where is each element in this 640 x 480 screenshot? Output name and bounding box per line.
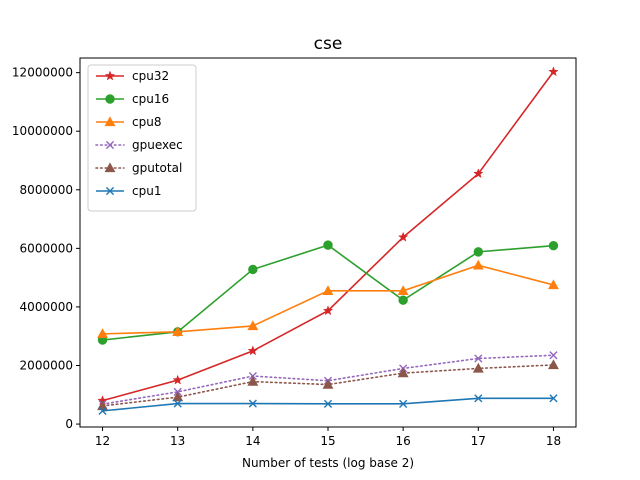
data-point-cpu1: [323, 399, 333, 408]
legend-entry-cpu1: cpu1: [96, 184, 161, 198]
y-tick-label: 2000000: [20, 359, 73, 373]
data-point-cpu1: [98, 406, 107, 415]
legend-entry-cpu32: cpu32: [96, 69, 169, 83]
data-point-gputotal: [472, 362, 484, 373]
data-point-cpu16: [323, 240, 333, 250]
y-tick-label: 4000000: [20, 300, 73, 314]
data-point-cpu8: [172, 326, 184, 337]
chart-title: cse: [314, 34, 343, 54]
data-point-cpu16: [548, 241, 559, 251]
legend: cpu32 cpu16 cpu8 gpuexec gputotal cpu1: [87, 64, 197, 212]
legend-marker: [104, 116, 116, 127]
x-tick-label: 15: [320, 434, 335, 448]
data-point-gputotal: [322, 378, 334, 389]
data-point-cpu32: [548, 66, 559, 77]
legend-marker: [104, 162, 116, 173]
legend-marker: [104, 70, 116, 81]
legend-label: cpu1: [132, 184, 161, 198]
series-cpu8: [97, 259, 559, 339]
data-point-cpu32: [397, 231, 409, 242]
data-point-cpu16: [398, 295, 408, 305]
data-point-cpu1: [399, 399, 408, 408]
data-point-gpuexec: [549, 351, 558, 360]
legend-label: gpuexec: [132, 138, 183, 152]
legend-label: cpu8: [132, 115, 161, 129]
y-tick-label: 8000000: [20, 183, 73, 197]
x-tick-label: 16: [396, 434, 411, 448]
legend-box: [87, 64, 197, 212]
y-tick-label: 10000000: [12, 124, 73, 138]
data-point-cpu32: [247, 345, 259, 356]
data-point-gputotal: [97, 400, 108, 411]
y-tick-label: 0: [65, 417, 73, 431]
data-point-gputotal: [397, 367, 409, 378]
data-point-gputotal: [247, 375, 259, 386]
data-point-gpuexec: [474, 354, 483, 363]
x-tick-label: 17: [471, 434, 486, 448]
data-point-cpu16: [248, 264, 258, 275]
legend-marker: [105, 140, 115, 150]
series-cpu1: [98, 394, 558, 415]
x-axis-label: Number of tests (log base 2): [242, 456, 414, 470]
data-point-cpu8: [322, 285, 334, 296]
x-tick-label: 18: [546, 434, 561, 448]
data-point-cpu32: [473, 168, 484, 179]
series-cpu32: [97, 66, 559, 406]
data-point-cpu32: [172, 374, 183, 385]
legend-entry-gputotal: gputotal: [95, 161, 182, 175]
data-point-cpu32: [322, 305, 334, 316]
legend-entry-cpu16: cpu16: [96, 92, 169, 106]
x-tick-label: 13: [170, 434, 185, 448]
y-tick-label: 12000000: [12, 66, 73, 80]
x-axis: 12 13 14 15 16 17 18: [95, 427, 561, 448]
data-point-cpu1: [549, 394, 558, 403]
legend-entry-cpu8: cpu8: [96, 115, 161, 129]
legend-label: cpu32: [132, 69, 169, 83]
data-point-cpu1: [173, 399, 182, 408]
x-tick-label: 12: [95, 434, 110, 448]
legend-entry-gpuexec: gpuexec: [95, 138, 183, 152]
data-point-cpu8: [472, 259, 484, 270]
y-tick-label: 6000000: [20, 241, 73, 255]
data-point-cpu1: [474, 394, 483, 403]
data-point-gputotal: [548, 359, 559, 370]
legend-label: gputotal: [132, 161, 182, 175]
legend-label: cpu16: [132, 92, 169, 106]
data-point-cpu8: [97, 328, 108, 339]
legend-marker: [105, 186, 115, 196]
y-axis: 0 2000000 4000000 6000000 8000000 10000000 120…: [12, 66, 80, 431]
legend-marker: [105, 94, 115, 104]
series-layer: [97, 66, 559, 415]
data-point-cpu1: [248, 399, 257, 408]
series-gputotal: [97, 359, 559, 411]
data-point-gputotal: [172, 391, 184, 402]
data-point-cpu8: [397, 285, 409, 296]
data-point-cpu8: [548, 279, 559, 290]
data-point-cpu16: [473, 247, 484, 257]
x-tick-label: 14: [245, 434, 260, 448]
data-point-cpu8: [247, 320, 259, 331]
